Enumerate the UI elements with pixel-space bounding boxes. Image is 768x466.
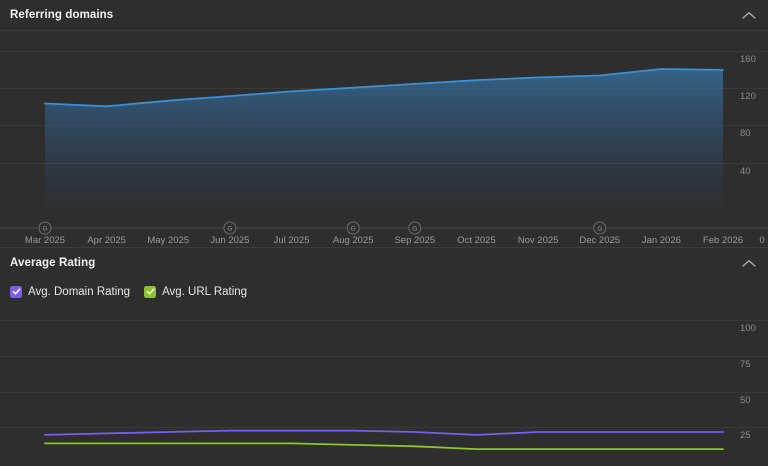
chevron-up-icon[interactable] xyxy=(740,254,758,272)
svg-text:25: 25 xyxy=(740,430,751,441)
panel-average-rating: Average Rating Avg. Domain Rating Avg. U… xyxy=(0,248,768,466)
legend-item-avg-domain-rating[interactable]: Avg. Domain Rating xyxy=(10,285,131,298)
svg-text:G: G xyxy=(42,225,47,232)
chevron-up-icon[interactable] xyxy=(740,6,758,24)
checkbox-avg-domain-rating[interactable] xyxy=(10,285,22,298)
svg-text:Nov 2025: Nov 2025 xyxy=(518,235,559,246)
svg-text:Feb 2026: Feb 2026 xyxy=(703,235,743,246)
svg-text:0: 0 xyxy=(759,235,764,246)
svg-text:Mar 2025: Mar 2025 xyxy=(25,235,65,246)
header-divider-1 xyxy=(0,30,768,31)
svg-text:120: 120 xyxy=(740,91,756,102)
svg-text:75: 75 xyxy=(740,359,751,370)
svg-text:Oct 2025: Oct 2025 xyxy=(457,235,496,246)
svg-text:Apr 2025: Apr 2025 xyxy=(87,235,126,246)
svg-text:Jan 2026: Jan 2026 xyxy=(642,235,681,246)
chart-legend: Avg. Domain Rating Avg. URL Rating xyxy=(0,278,768,304)
svg-text:Sep 2025: Sep 2025 xyxy=(394,235,435,246)
checkbox-avg-url-rating[interactable] xyxy=(144,285,157,298)
section-title-average-rating: Average Rating xyxy=(10,257,96,269)
svg-text:50: 50 xyxy=(740,395,751,406)
legend-item-avg-url-rating[interactable]: Avg. URL Rating xyxy=(144,285,248,298)
svg-text:Jul 2025: Jul 2025 xyxy=(274,235,310,246)
panel-referring-domains: Referring domains 160 120 80 40 xyxy=(0,0,768,248)
svg-text:Aug 2025: Aug 2025 xyxy=(333,235,374,246)
panel-divider-1 xyxy=(0,247,768,248)
svg-text:G: G xyxy=(227,225,232,232)
panel-header-referring-domains: Referring domains xyxy=(0,0,768,30)
chart-average-rating-svg: 100 75 50 25 xyxy=(0,320,768,450)
page-title: Referring domains xyxy=(10,9,114,21)
chart-referring-domains: 160 120 80 40 G G G G G Mar 2025 Apr 2025 May 2025… xyxy=(0,31,768,247)
svg-text:G: G xyxy=(597,225,602,232)
svg-text:Dec 2025: Dec 2025 xyxy=(579,235,620,246)
svg-text:G: G xyxy=(351,225,356,232)
x-axis-referring-domains: G G G G G Mar 2025 Apr 2025 May 2025 Jun 2025 Jul… xyxy=(0,221,768,246)
svg-text:160: 160 xyxy=(740,54,756,65)
legend-label-avg-domain-rating: Avg. Domain Rating xyxy=(28,285,131,298)
svg-text:40: 40 xyxy=(740,166,751,177)
legend-label-avg-url-rating: Avg. URL Rating xyxy=(162,285,248,298)
chart-referring-domains-svg: 160 120 80 40 xyxy=(0,51,768,209)
panel-header-average-rating: Average Rating xyxy=(0,248,768,278)
svg-text:May 2025: May 2025 xyxy=(147,235,189,246)
svg-text:Jun 2025: Jun 2025 xyxy=(210,235,249,246)
svg-text:G: G xyxy=(412,225,417,232)
svg-text:100: 100 xyxy=(740,323,756,334)
svg-text:80: 80 xyxy=(740,128,751,139)
